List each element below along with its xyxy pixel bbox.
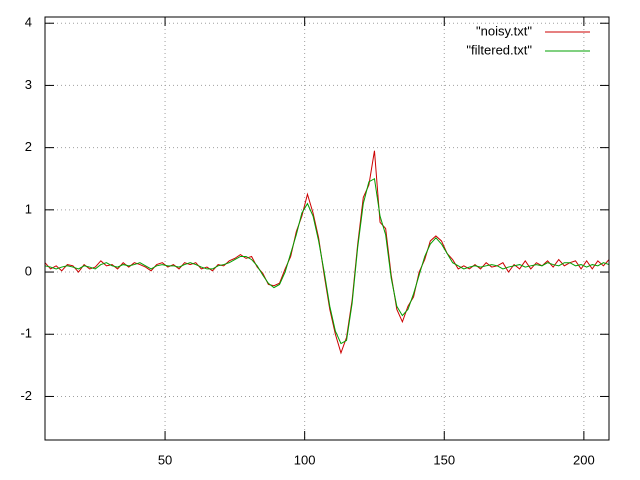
legend-label: "noisy.txt" (476, 23, 532, 38)
plot-border (44, 16, 610, 441)
y-tick-label: 3 (25, 77, 32, 92)
y-tick-label: 0 (25, 263, 32, 278)
y-tick-label: 4 (25, 15, 32, 30)
data-line (44, 177, 610, 345)
y-tick-label: 2 (25, 139, 32, 154)
x-tick-label: 200 (573, 452, 595, 467)
x-tick-label: 100 (294, 452, 316, 467)
y-tick-label: -2 (20, 388, 32, 403)
x-tick-label: 150 (433, 452, 455, 467)
y-tick-label: 1 (25, 201, 32, 216)
x-tick-label: 50 (158, 452, 172, 467)
legend-label: "filtered.txt" (466, 42, 532, 57)
y-tick-label: -1 (20, 326, 32, 341)
